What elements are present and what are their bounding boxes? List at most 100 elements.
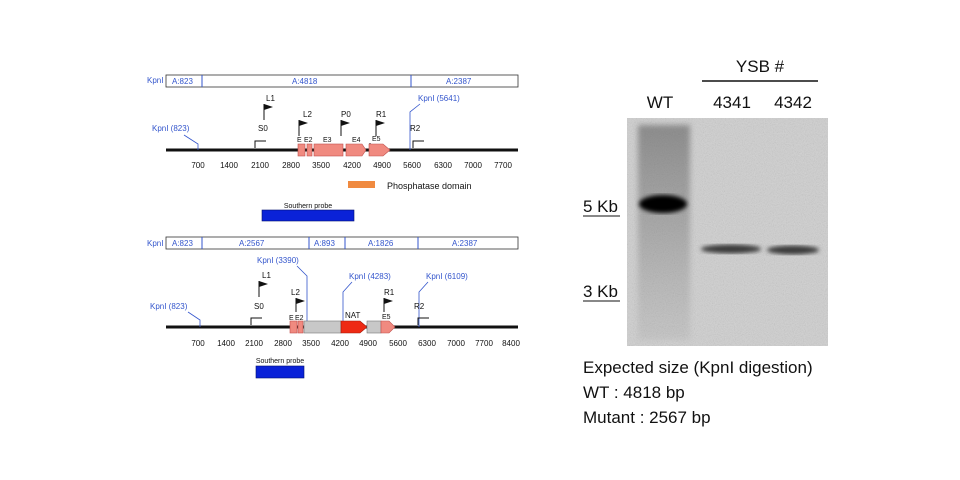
- wt-band: [639, 195, 687, 213]
- mut-ruler-tick: 5600: [389, 339, 407, 348]
- wt-exon: [313, 143, 344, 157]
- wt-exons: [297, 143, 391, 157]
- mut-ruler-tick: 1400: [217, 339, 235, 348]
- mut-primer-label: L1: [262, 271, 271, 280]
- mut-ruler-tick: 2100: [245, 339, 263, 348]
- gel-marker-label: 3 Kb: [583, 282, 618, 301]
- mut-kpn-site-label: KpnI (6109): [426, 272, 468, 281]
- wt-probe-label: Southern probe: [284, 203, 332, 210]
- caption-line: Mutant : 2567 bp: [583, 408, 711, 427]
- wt-ruler-tick: 2100: [251, 161, 269, 170]
- caption-line: WT : 4818 bp: [583, 383, 685, 402]
- wt-segment-label: A:823: [172, 77, 193, 86]
- mut-segment-box: [165, 236, 519, 250]
- mut-site-label: S0: [254, 302, 264, 311]
- wt-segment-label: A:2387: [446, 77, 472, 86]
- wt-exon-label: E2: [304, 137, 313, 144]
- mut-exon-label: E2: [295, 315, 304, 322]
- wt-probe-bar: [261, 209, 355, 222]
- mut-ruler-tick: 7000: [447, 339, 465, 348]
- wt-primers: L1 L2 P0 R1: [263, 94, 387, 136]
- phosphatase-domain-swatch: [348, 181, 375, 188]
- wt-exon: [306, 143, 313, 157]
- caption-line: Expected size (KpnI digestion): [583, 358, 813, 377]
- southern-blot: YSB # WT 4341 4342 5 Kb 3 Kb: [583, 57, 828, 346]
- nat-label: NAT: [345, 311, 361, 320]
- wt-ruler-tick: 7700: [494, 161, 512, 170]
- mut-kpn-site-label: KpnI (823): [150, 302, 188, 311]
- deleted-region: [366, 320, 382, 334]
- wt-ruler-tick: 1400: [220, 161, 238, 170]
- mut-segment-enzyme: KpnI: [147, 239, 163, 248]
- wt-segment-enzyme: KpnI: [147, 76, 163, 85]
- mut-ruler-tick: 2800: [274, 339, 292, 348]
- wt-primer-label: L1: [266, 94, 275, 103]
- wt-exon-arrow: [368, 143, 391, 157]
- wt-kpn-sites: KpnI (823) KpnI (5641): [152, 94, 460, 150]
- wt-segment-label: A:4818: [292, 77, 318, 86]
- wt-exon-label: E: [297, 137, 302, 144]
- mut-ruler-tick: 6300: [418, 339, 436, 348]
- wt-ruler: 700 1400 2100 2800 3500 4200 4900 5600 6…: [191, 161, 512, 170]
- phosphatase-domain-label: Phosphatase domain: [387, 181, 472, 191]
- mut-ruler: 700 1400 2100 2800 3500 4200 4900 5600 6…: [191, 339, 520, 348]
- mutant-band-4342: [767, 245, 819, 255]
- mut-segment-label: A:2387: [452, 239, 478, 248]
- mutant-locus-map: KpnI A:823 A:2567 A:893 A:1826 A:2387 Kp…: [147, 236, 520, 379]
- mut-primers: L1 L2 R1: [258, 271, 395, 312]
- wt-lane-smear: [638, 125, 690, 340]
- mut-ruler-tick: 4900: [359, 339, 377, 348]
- mut-segment-label: A:2567: [239, 239, 265, 248]
- mut-ruler-tick: 8400: [502, 339, 520, 348]
- wt-ruler-tick: 5600: [403, 161, 421, 170]
- gel-marker-label: 5 Kb: [583, 197, 618, 216]
- mut-kpn-site-label: KpnI (4283): [349, 272, 391, 281]
- mut-exon: [297, 320, 304, 334]
- gel-group-label: YSB #: [736, 57, 785, 76]
- wt-ruler-tick: 3500: [312, 161, 330, 170]
- mut-features: NAT: [289, 311, 396, 334]
- wt-kpn-segment-row: KpnI A:823 A:4818 A:2387: [147, 74, 519, 88]
- deleted-region: [303, 320, 342, 334]
- wt-ruler-tick: 6300: [434, 161, 452, 170]
- mutant-band-4341: [701, 244, 761, 254]
- mut-ruler-tick: 3500: [302, 339, 320, 348]
- wt-site-label: E4: [352, 137, 361, 144]
- mut-kpn-sites: KpnI (823) KpnI (3390) KpnI (4283) KpnI …: [150, 256, 468, 327]
- mut-ruler-tick: 7700: [475, 339, 493, 348]
- wt-ruler-tick: 700: [191, 161, 205, 170]
- wt-southern-probe: Southern probe: [261, 203, 355, 222]
- mut-kpn-segment-row: KpnI A:823 A:2567 A:893 A:1826 A:2387: [147, 236, 519, 250]
- wt-ruler-tick: 4200: [343, 161, 361, 170]
- mut-segment-label: A:893: [314, 239, 335, 248]
- wt-kpn-site-label: KpnI (823): [152, 124, 190, 133]
- wt-primer-label: R1: [376, 110, 387, 119]
- mut-probe-label: Southern probe: [256, 358, 304, 365]
- wt-exon: [297, 143, 306, 157]
- mut-ruler-tick: 700: [191, 339, 205, 348]
- phosphatase-domain-legend: Phosphatase domain: [348, 181, 472, 191]
- wt-exon-arrow: [345, 143, 367, 157]
- wt-kpn-site-label: KpnI (5641): [418, 94, 460, 103]
- mut-ruler-tick: 4200: [331, 339, 349, 348]
- wt-ruler-tick: 2800: [282, 161, 300, 170]
- wt-site-label: E5: [372, 136, 381, 143]
- gel-lane-label: WT: [647, 93, 673, 112]
- wt-primer-label: L2: [303, 110, 312, 119]
- wt-site-label: E3: [323, 137, 332, 144]
- mut-kpn-site-label: KpnI (3390): [257, 256, 299, 265]
- mut-exon-arrow: [380, 320, 396, 334]
- mut-southern-probe: Southern probe: [255, 358, 305, 379]
- wild-type-locus-map: KpnI A:823 A:4818 A:2387 KpnI (823) KpnI…: [147, 74, 519, 222]
- mut-segment-label: A:1826: [368, 239, 394, 248]
- wt-segment-box: [165, 74, 519, 88]
- expected-size-caption: Expected size (KpnI digestion) WT : 4818…: [583, 355, 943, 430]
- nat-cassette-arrow: [340, 320, 368, 334]
- mut-exon-label: E: [289, 315, 294, 322]
- mut-segment-label: A:823: [172, 239, 193, 248]
- mut-primer-label: L2: [291, 288, 300, 297]
- mut-exon: [289, 320, 298, 334]
- mut-probe-bar: [255, 365, 305, 379]
- wt-site-label: S0: [258, 124, 268, 133]
